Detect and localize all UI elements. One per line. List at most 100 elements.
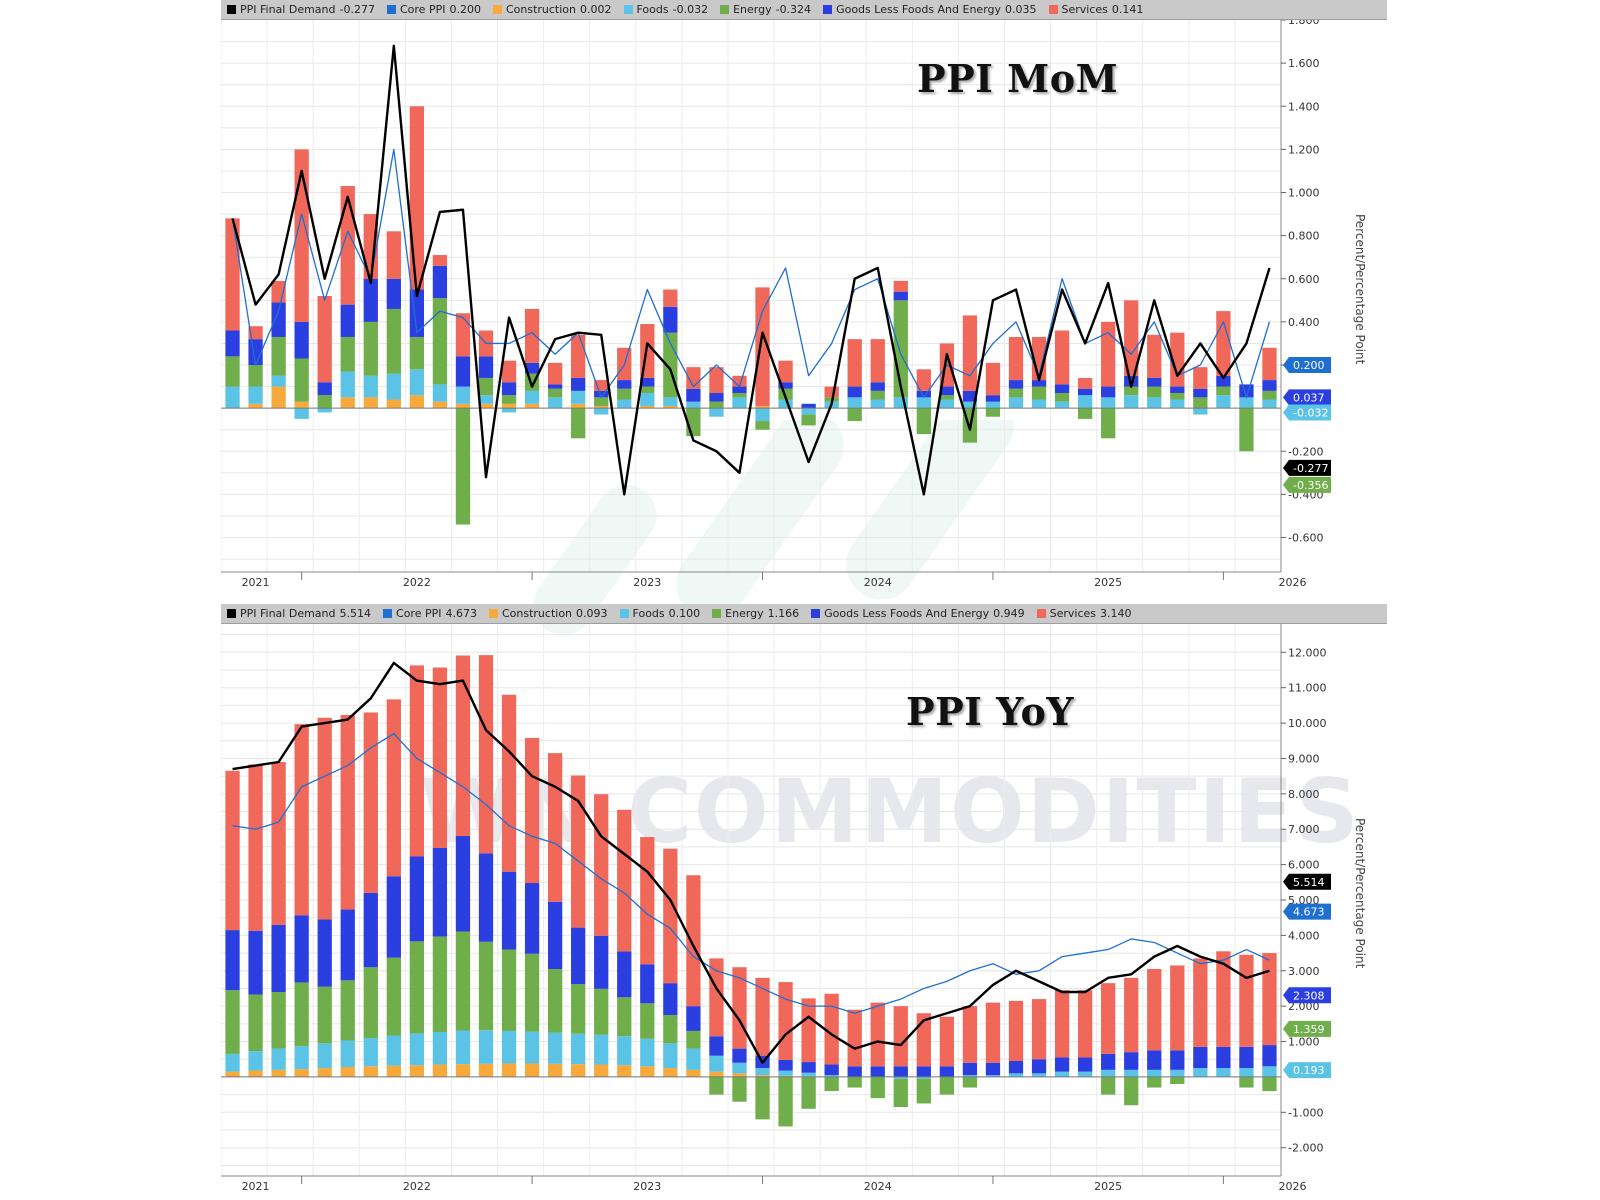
bar-goods-less-foods-energy [363, 892, 378, 968]
bar-foods [709, 408, 724, 417]
bar-services [594, 380, 609, 391]
bar-goods-less-foods-energy [317, 919, 332, 987]
legend-entry-services: Services 3.140 [1036, 607, 1132, 620]
bar-goods-less-foods-energy [1262, 380, 1277, 391]
bar-energy [478, 941, 494, 1031]
bar-stack-group [225, 655, 1277, 1127]
bar-goods-less-foods-energy [1262, 1045, 1277, 1067]
end-label-text: -0.032 [1293, 406, 1328, 419]
bar-energy [755, 1076, 770, 1120]
bar-goods-less-foods-energy [1054, 1057, 1070, 1072]
bar-services [1054, 330, 1070, 385]
bar-energy [847, 1076, 862, 1088]
bar-services [478, 655, 494, 854]
bar-foods [294, 1046, 309, 1070]
bar-goods-less-foods-energy [225, 330, 240, 357]
bar-foods [1054, 1071, 1070, 1077]
bar-foods [1031, 1073, 1047, 1077]
bar-services [870, 1002, 885, 1067]
bar-foods [663, 397, 678, 406]
bar-services [248, 326, 263, 340]
legend-value: -0.032 [672, 3, 709, 16]
legend-name: Goods Less Foods And Energy [824, 607, 990, 620]
bar-goods-less-foods-energy [1054, 384, 1070, 394]
bar-foods [1101, 1069, 1116, 1077]
bar-goods-less-foods-energy [1008, 380, 1024, 389]
bar-services [1147, 969, 1162, 1051]
bar-construction [340, 1067, 355, 1077]
bar-services [1262, 347, 1277, 381]
bar-goods-less-foods-energy [916, 390, 931, 398]
bar-foods [686, 1048, 701, 1070]
bar-foods [916, 1076, 931, 1079]
end-label-text: -0.277 [1293, 462, 1328, 475]
bar-energy [524, 953, 540, 1032]
legend-value: 0.949 [993, 607, 1025, 620]
bar-foods [801, 1072, 816, 1077]
bar-energy [1147, 1076, 1162, 1088]
bar-energy [409, 336, 425, 370]
bar-goods-less-foods-energy [432, 847, 448, 937]
bar-services [1101, 321, 1116, 387]
legend-entry-foods: Foods -0.032 [623, 3, 709, 16]
bar-goods-less-foods-energy [1147, 1050, 1162, 1070]
legend-swatch [823, 5, 833, 14]
bar-construction [640, 405, 655, 409]
legend-name: Construction [501, 607, 573, 620]
y-tick-label: -0.600 [1288, 532, 1323, 545]
legend-swatch [383, 609, 393, 618]
legend-swatch [488, 609, 498, 618]
bar-goods-less-foods-energy [1193, 388, 1208, 398]
gridlines [221, 624, 1282, 1176]
bar-foods [870, 399, 885, 409]
bar-goods-less-foods-energy [294, 915, 309, 983]
bar-goods-less-foods-energy [1239, 1046, 1254, 1069]
bar-foods [640, 1038, 655, 1067]
y-tick-label: -2.000 [1288, 1142, 1323, 1155]
bar-foods [1147, 1069, 1162, 1077]
bar-goods-less-foods-energy [1147, 377, 1162, 387]
bar-energy [294, 982, 309, 1047]
bar-goods-less-foods-energy [340, 909, 355, 981]
legend-swatch [720, 5, 730, 14]
bar-energy [939, 1076, 955, 1095]
y-tick-label: 1.000 [1288, 1036, 1320, 1049]
bar-foods [1262, 399, 1277, 409]
bar-services [1193, 367, 1208, 389]
bar-goods-less-foods-energy [1216, 375, 1231, 387]
legend-name: Core PPI [396, 607, 442, 620]
bar-construction [409, 395, 425, 409]
bar-goods-less-foods-energy [847, 1066, 862, 1077]
bar-foods [1031, 399, 1047, 409]
y-tick-label: 1.200 [1288, 143, 1320, 156]
legend-name: Services [1049, 607, 1096, 620]
end-value-label: 5.514 [1283, 873, 1331, 890]
legend-swatch [227, 5, 236, 14]
bar-foods [962, 1075, 978, 1077]
bar-foods [432, 384, 448, 402]
bar-foods [1101, 397, 1116, 409]
line-ppi-final-demand [232, 661, 1270, 1064]
bar-energy [1239, 408, 1254, 452]
bar-foods [916, 397, 931, 409]
y-tick-label: 1.000 [1288, 187, 1320, 200]
bar-goods-less-foods-energy [571, 927, 586, 985]
bar-energy [432, 936, 448, 1032]
bar-services [801, 998, 816, 1063]
line-core-ppi [231, 148, 1271, 398]
bar-services [524, 308, 540, 363]
legend-name: Foods [632, 607, 665, 620]
bar-foods [455, 386, 471, 404]
bar-energy [916, 1078, 931, 1104]
bar-energy [985, 408, 1001, 417]
end-label-tag [1283, 903, 1331, 920]
legend-value: 1.166 [767, 607, 800, 620]
bar-goods-less-foods-energy [386, 278, 401, 309]
bar-energy [617, 388, 632, 400]
bar-construction [248, 403, 263, 409]
bar-services [317, 296, 332, 383]
bar-energy [640, 1003, 655, 1039]
x-year-label: 2026 [1279, 576, 1307, 589]
bar-construction [432, 1064, 448, 1077]
legend-name: Construction [505, 3, 576, 16]
